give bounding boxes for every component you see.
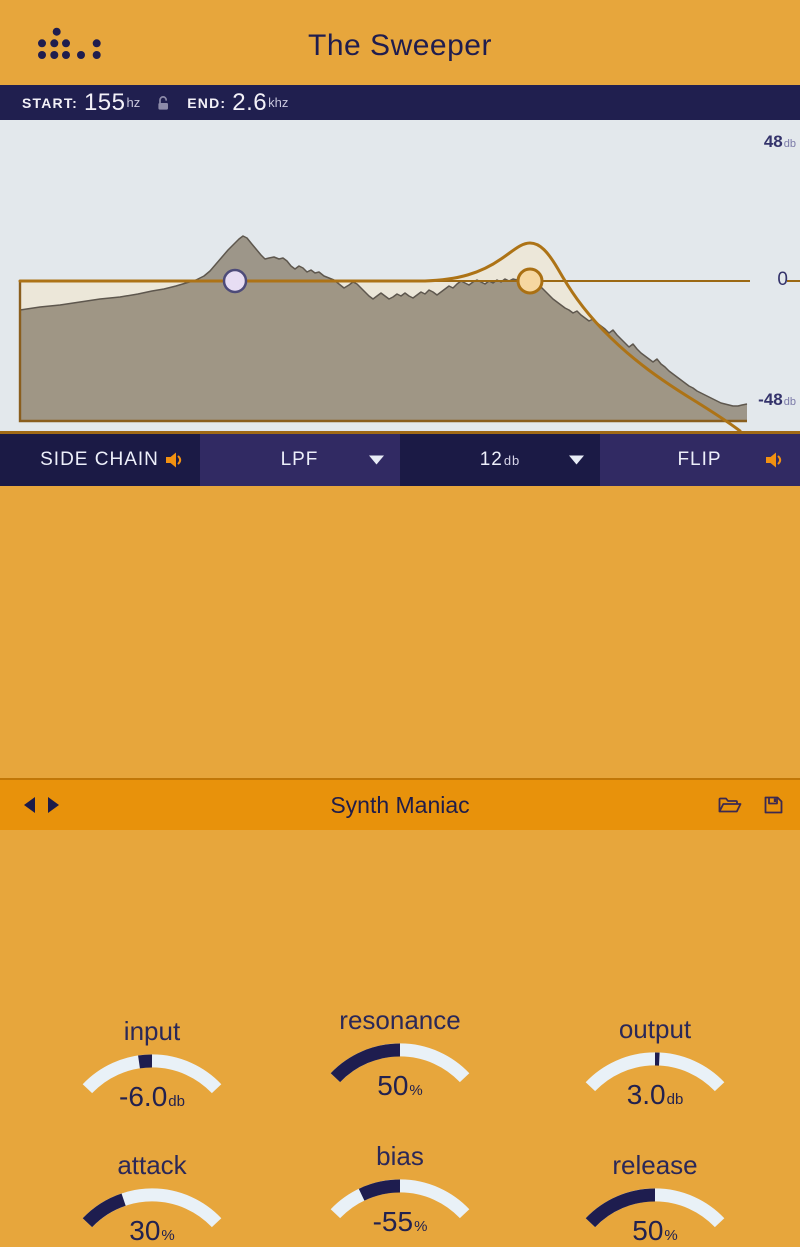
slope-value: 12: [479, 449, 503, 470]
chevron-down-icon[interactable]: [369, 455, 384, 465]
page-title: The Sweeper: [308, 28, 492, 62]
flip-button[interactable]: FLIP: [600, 434, 800, 486]
plot-border: [18, 281, 747, 423]
filter-bar: SIDE CHAIN LPF 12db FLIP: [0, 431, 800, 486]
y-axis-label-top: 48 db: [763, 132, 796, 151]
next-preset-button[interactable]: [48, 797, 59, 813]
end-label: END:: [187, 94, 227, 111]
slope-unit: db: [503, 453, 521, 468]
speaker-icon[interactable]: [165, 452, 184, 468]
filter-type-label: LPF: [280, 449, 319, 470]
knob-panel: input -6.0db resonance 50% output 3.0db …: [0, 486, 800, 1246]
sweep-node[interactable]: [516, 267, 544, 295]
preset-name[interactable]: Synth Maniac: [330, 791, 470, 818]
bias-label: bias: [376, 1141, 424, 1171]
chevron-down-icon[interactable]: [569, 455, 584, 465]
spectrum-display: 48 db 0 -48 db: [0, 120, 800, 431]
range-bar: START: 155 hz END: 2.6 khz: [0, 85, 800, 120]
start-frequency-unit: hz: [126, 95, 141, 110]
flip-label: FLIP: [677, 449, 722, 470]
end-frequency-unit: khz: [268, 95, 289, 110]
end-frequency-value[interactable]: 2.6: [232, 88, 268, 116]
lock-icon[interactable]: [156, 95, 171, 111]
output-label: output: [618, 1014, 692, 1044]
denise-logo-icon: [38, 27, 101, 59]
start-frequency-value[interactable]: 155: [83, 88, 126, 116]
filter-type-dropdown[interactable]: LPF: [200, 434, 400, 486]
resonance-label: resonance: [339, 1005, 461, 1035]
header: The Sweeper: [0, 0, 800, 85]
previous-preset-button[interactable]: [24, 797, 35, 813]
y-axis-label-zero: 0: [777, 269, 788, 290]
speaker-icon[interactable]: [765, 452, 784, 468]
slope-dropdown[interactable]: 12db: [400, 434, 600, 486]
filter-curve: [18, 241, 742, 431]
side-chain-button[interactable]: SIDE CHAIN: [0, 434, 200, 486]
attack-label: attack: [117, 1150, 187, 1180]
preset-bar: Synth Maniac: [0, 778, 800, 830]
start-label: START:: [22, 94, 78, 111]
save-preset-icon[interactable]: [763, 795, 784, 815]
start-node[interactable]: [222, 268, 248, 294]
input-label: input: [123, 1016, 181, 1046]
side-chain-label: SIDE CHAIN: [40, 449, 159, 470]
release-label: release: [612, 1150, 698, 1180]
y-axis-label-bottom: -48 db: [758, 390, 796, 409]
spectrum-fill: [20, 236, 747, 421]
open-preset-icon[interactable]: [717, 795, 743, 815]
